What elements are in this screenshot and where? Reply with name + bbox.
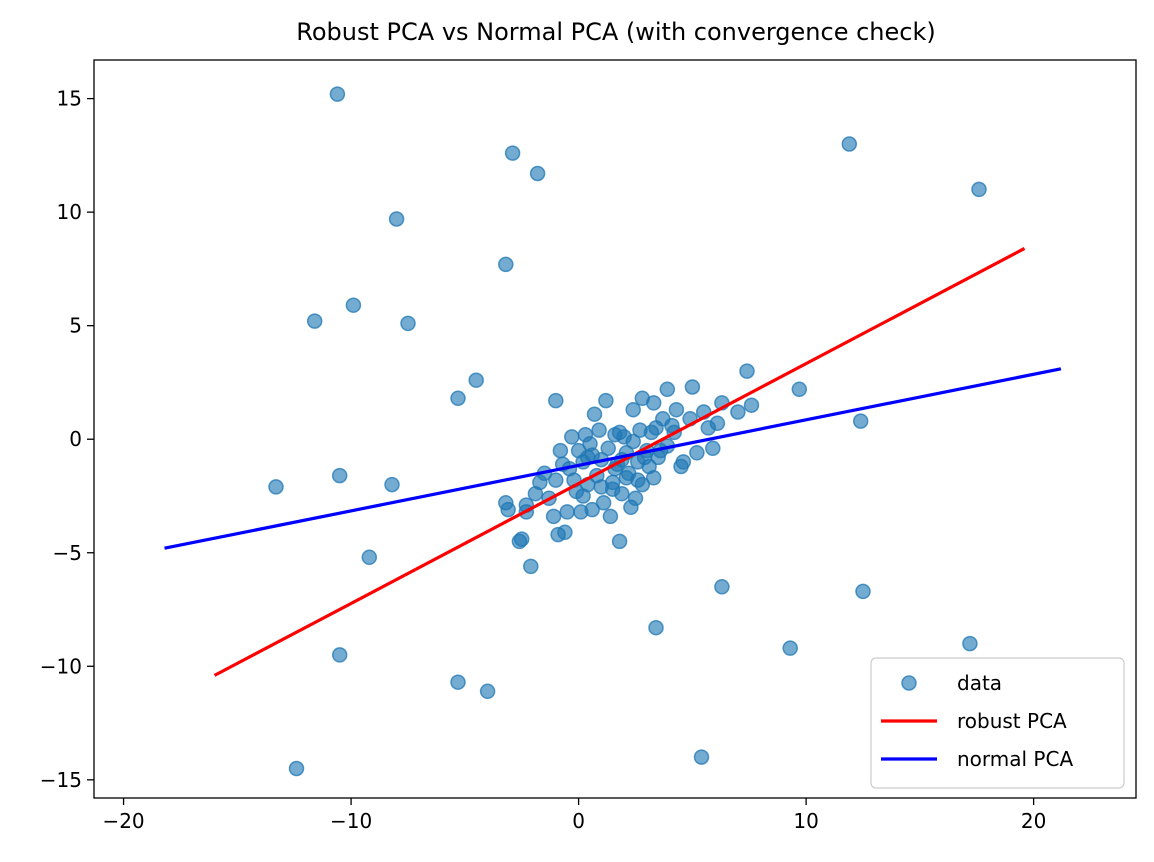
y-tick-label: −5 [53,541,82,565]
data-point [559,504,575,520]
data-point [855,583,871,600]
data-point [450,674,466,690]
data-point [700,420,717,436]
y-tick-label: 5 [69,314,82,338]
data-point [388,211,405,227]
data-point [630,454,646,470]
data-point [550,526,566,543]
data-point [548,392,564,409]
data-point [659,381,676,398]
legend-label: robust PCA [957,709,1067,733]
data-point [591,422,607,438]
data-point [962,635,978,652]
plot-frame [93,59,1137,799]
data-point [468,372,484,388]
legend-box [870,657,1125,789]
legend-label: data [957,671,1002,695]
data-point [306,313,323,329]
data-point [743,397,760,413]
data-point [504,145,521,161]
data-point [450,390,466,407]
y-tick-label: −15 [40,768,82,792]
data-point [573,504,589,520]
data-point [523,558,539,575]
data-point [602,508,619,525]
data-point [527,485,544,502]
data-point [345,297,362,313]
data-point [705,440,721,457]
y-tick-label: −10 [40,654,82,678]
axes: −20 −10 0 10 20 −15 −10 −5 0 5 10 15 [40,59,1137,833]
data-point [739,363,755,379]
legend-marker-data [901,675,917,691]
data-point [648,619,664,636]
chart-title: Robust PCA vs Normal PCA (with convergen… [296,18,935,46]
data-point [361,549,378,566]
data-point [684,379,701,395]
data-point [598,392,614,409]
legend: data robust PCA normal PCA [870,657,1125,789]
x-tick-label: 0 [572,809,585,833]
plot-area [164,86,1062,777]
data-point [575,488,591,504]
data-point [611,533,628,550]
data-point [625,401,641,418]
data-point [668,401,685,418]
data-point [288,760,305,777]
data-point [400,315,416,332]
x-tick-label: −20 [102,809,144,833]
data-point [331,467,348,484]
normal-pca-line [164,367,1062,550]
data-point [529,165,546,182]
data-point [791,381,808,398]
data-point [268,479,284,495]
x-tick-label: 20 [1021,809,1046,833]
x-tick-label: −10 [330,809,372,833]
plot-marks [164,86,1062,777]
data-point [634,390,651,407]
data-point [329,86,346,102]
data-point [689,445,705,461]
data-point [479,683,496,700]
y-tick-label: 0 [69,427,82,451]
data-point [714,579,730,595]
data-point [634,476,651,493]
robust-pca-line [213,247,1026,677]
data-point [645,470,662,486]
data-point [730,404,746,420]
data-point [545,508,562,525]
data-point [841,136,858,152]
data-point [618,470,635,486]
data-point [600,440,616,457]
data-point [498,495,514,511]
y-tick-label: 10 [57,200,82,224]
data-point [548,472,564,488]
data-point [971,181,987,198]
data-point [693,749,710,765]
data-point [511,533,528,550]
x-tick-label: 10 [793,809,818,833]
data-point [782,640,798,656]
data-point [552,442,569,459]
data-point [498,256,514,273]
data-point [632,422,648,438]
y-tick-label: 15 [57,87,82,111]
data-point [384,476,400,493]
legend-label: normal PCA [957,747,1073,771]
data-point [611,424,628,441]
data-point [595,495,612,511]
data-point [604,481,621,497]
data-point [673,458,689,475]
data-point [577,426,594,443]
data-point [331,647,348,663]
data-point [623,499,639,516]
data-point [648,420,664,436]
data-point [852,413,869,429]
data-point [564,429,580,445]
data-point [586,406,603,422]
